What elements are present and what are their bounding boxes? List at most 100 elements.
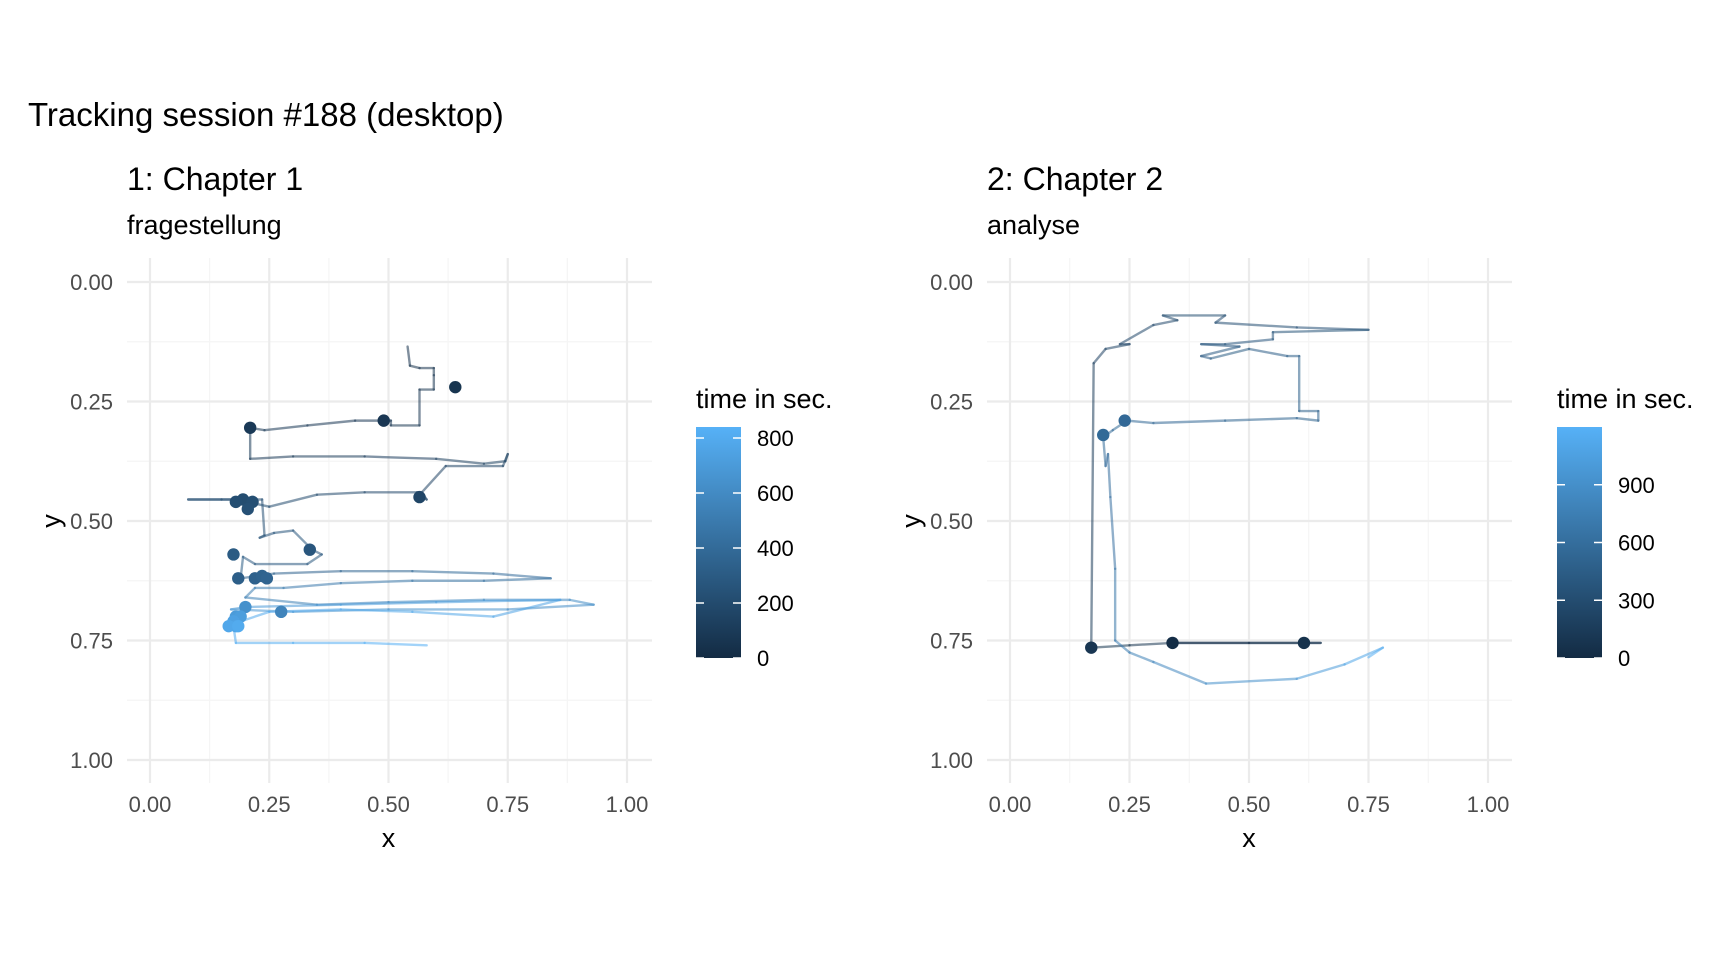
x-tick-label: 0.50 — [1228, 792, 1271, 817]
path-segment — [306, 553, 323, 566]
path-segment — [1128, 651, 1155, 664]
path-segment — [244, 603, 342, 609]
path-segment — [1295, 417, 1320, 422]
path-segment — [411, 569, 495, 575]
path-segment — [363, 455, 438, 461]
fixation-point — [413, 490, 426, 504]
path-segment — [435, 457, 486, 465]
fixation-point — [1166, 636, 1179, 650]
colorbar — [696, 427, 741, 658]
path-segment — [339, 608, 414, 614]
y-tick-label: 0.50 — [70, 509, 113, 534]
panel-title: 1: Chapter 1 — [127, 161, 303, 197]
x-tick-label: 0.00 — [129, 792, 172, 817]
path-segment — [272, 569, 342, 575]
legend-title: time in sec. — [696, 384, 833, 414]
path-segment — [501, 452, 509, 468]
fixation-point — [1297, 636, 1311, 650]
fixation-point — [274, 605, 288, 619]
x-tick-label: 0.25 — [248, 792, 291, 817]
fixation-point — [1085, 641, 1098, 654]
path-segment — [244, 586, 257, 599]
path-segment — [435, 598, 562, 604]
path-segment — [258, 531, 276, 539]
fixation-point — [260, 572, 274, 585]
x-axis-label: x — [1242, 823, 1256, 853]
path-segment — [1152, 319, 1179, 327]
fixation-point — [1118, 414, 1131, 427]
path-segment — [1214, 314, 1227, 324]
path-segment — [1113, 639, 1131, 654]
path-segment — [408, 364, 421, 370]
legend-tick-label: 0 — [757, 646, 769, 671]
path-segment — [363, 641, 428, 647]
legend: time in sec. 0 200 400 600 800 — [696, 384, 833, 671]
trajectory — [1090, 314, 1385, 685]
path-segment — [315, 491, 366, 496]
trajectory — [186, 345, 595, 647]
path-segment — [1295, 663, 1346, 680]
legend-tick-label: 600 — [1618, 531, 1655, 556]
grid — [127, 258, 652, 783]
path-segment — [1214, 321, 1299, 329]
path-segment — [339, 601, 438, 606]
x-tick-label: 0.25 — [1108, 792, 1151, 817]
y-tick-label: 1.00 — [930, 748, 973, 773]
path-segment — [1204, 677, 1299, 685]
path-segment — [244, 596, 319, 606]
y-tick-label: 0.25 — [70, 390, 113, 415]
path-segment — [420, 464, 447, 494]
path-segment — [241, 555, 257, 566]
path-segment — [482, 460, 507, 465]
fixation-point — [227, 548, 240, 561]
path-segment — [1118, 323, 1155, 346]
path-segment — [1223, 338, 1275, 346]
figure-title: Tracking session #188 (desktop) — [28, 96, 504, 133]
path-segment — [260, 498, 266, 537]
panel-1: 1: Chapter 1 fragestellung 0.00 0.25 0.50 0.7… — [36, 161, 833, 853]
path-segment — [268, 493, 319, 508]
path-segment — [248, 455, 295, 461]
path-segment — [1109, 495, 1117, 570]
path-segment — [1199, 342, 1241, 348]
legend-tick-label: 600 — [757, 481, 794, 506]
path-segment — [492, 598, 562, 618]
y-tick-label: 0.75 — [930, 629, 973, 654]
x-axis-label: x — [382, 823, 396, 853]
fixation-point — [229, 495, 243, 509]
path-segment — [1102, 436, 1107, 468]
legend: time in sec. 0 300 600 900 — [1557, 384, 1694, 671]
path-segment — [1209, 347, 1251, 360]
path-segment — [1271, 328, 1370, 334]
path-segment — [411, 610, 495, 618]
legend-title: time in sec. — [1557, 384, 1694, 414]
path-segment — [482, 577, 552, 582]
fixation-point — [222, 619, 235, 633]
path-segment — [306, 419, 357, 427]
path-segment — [339, 579, 414, 585]
legend-tick-label: 800 — [757, 426, 794, 451]
path-segment — [406, 345, 412, 367]
path-segment — [1125, 419, 1155, 425]
path-segment — [1090, 362, 1095, 649]
x-tick-label: 0.75 — [1347, 792, 1390, 817]
fixation-point — [449, 380, 462, 394]
y-tick-label: 0.00 — [930, 270, 973, 295]
path-segment — [1247, 347, 1289, 358]
panel-title: 2: Chapter 2 — [987, 161, 1163, 197]
y-tick-label: 0.25 — [930, 390, 973, 415]
path-segment — [1092, 347, 1107, 365]
legend-tick-label: 900 — [1618, 473, 1655, 498]
y-axis-label: y — [36, 514, 66, 528]
fixation-point — [232, 572, 245, 585]
y-tick-label: 0.75 — [70, 629, 113, 654]
path-segment — [1106, 452, 1112, 499]
fixation-point — [303, 543, 316, 556]
path-segment — [272, 529, 295, 535]
legend-tick-label: 200 — [757, 591, 794, 616]
path-segment — [1152, 419, 1227, 425]
path-segment — [1199, 345, 1241, 358]
x-tick-label: 0.00 — [989, 792, 1032, 817]
